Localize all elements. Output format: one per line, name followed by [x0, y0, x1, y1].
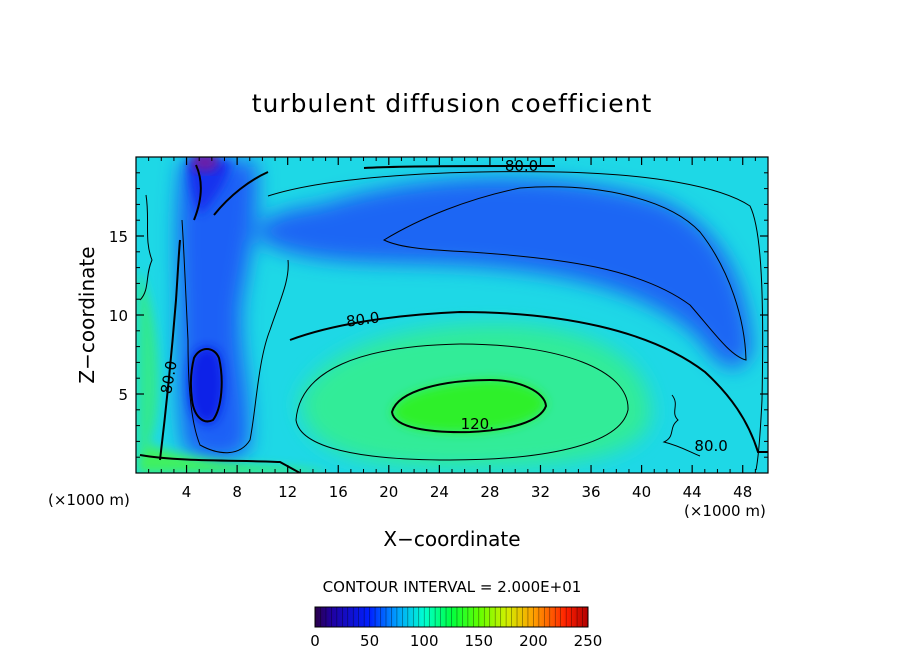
x-tick-label-32: 32 [531, 483, 550, 501]
colorbar-frame [314, 606, 589, 628]
contour-ragged-right [662, 394, 701, 457]
y-axis: 5 10 15 [109, 172, 768, 458]
contour-label-1: 80.0 [345, 308, 381, 330]
x-tick-label-16: 16 [329, 483, 348, 501]
contour-field [136, 157, 768, 473]
x-tick-label-20: 20 [379, 483, 398, 501]
colorbar-stripes [320, 607, 583, 627]
contour-label-2: 80.0 [157, 359, 181, 395]
colorbar-label-200: 200 [519, 632, 548, 650]
bright-green-core [392, 380, 546, 433]
contour-40-core-left [189, 348, 223, 423]
contour-label-3: 120. [461, 415, 494, 433]
contour-labels: 80.0 80.0 80.0 120. 80.0 [157, 157, 728, 455]
y-tick-label-15: 15 [109, 228, 128, 246]
contour-bottom [139, 454, 301, 473]
x-axis-label: X−coordinate [383, 527, 520, 551]
y-tick-label-10: 10 [109, 307, 128, 325]
contour-label-4: 80.0 [694, 437, 727, 455]
y-axis-label: Z−coordinate [75, 246, 99, 383]
contour-60-upper [382, 186, 747, 361]
contour-40-core-top [193, 164, 269, 221]
colorbar-label-50: 50 [360, 632, 379, 650]
x-tick-label-8: 8 [232, 483, 242, 501]
x-tick-label-40: 40 [632, 483, 651, 501]
upper-right-blue-region [258, 178, 752, 369]
contour-80-left [159, 239, 181, 461]
contour-100-ring [295, 343, 629, 461]
x-tick-label-36: 36 [581, 483, 600, 501]
contour-60-left [181, 219, 289, 454]
contour-interval-note: CONTOUR INTERVAL = 2.000E+01 [323, 578, 582, 596]
colorbar-label-0: 0 [310, 632, 320, 650]
purple-spot [191, 157, 219, 172]
green-boundary-strip [138, 440, 330, 473]
colorbar: 0 50 100 150 200 250 [310, 606, 602, 650]
x-tick-label-28: 28 [480, 483, 499, 501]
chart-title: turbulent diffusion coefficient [252, 89, 653, 118]
left-green-edge [138, 270, 159, 460]
colorbar-label-100: 100 [410, 632, 439, 650]
x-tick-label-24: 24 [430, 483, 449, 501]
contour-far-left [139, 194, 153, 301]
contour-120-core [390, 378, 548, 434]
y-tick-label-5: 5 [118, 386, 128, 404]
x-unit-left: (×1000 m) [48, 491, 130, 509]
contour-80-top [363, 165, 556, 169]
colorbar-label-150: 150 [464, 632, 493, 650]
contour-80-top-right [267, 171, 764, 471]
x-tick-label-4: 4 [182, 483, 192, 501]
deep-blue-core-left [188, 346, 224, 424]
x-axis: 4 8 12 16 20 24 28 32 36 40 44 48 [148, 157, 756, 501]
x-tick-label-12: 12 [278, 483, 297, 501]
x-tick-label-44: 44 [683, 483, 702, 501]
contour-label-0: 80.0 [505, 157, 538, 175]
colorbar-tick-labels: 0 50 100 150 200 250 [310, 632, 602, 650]
x-unit-right: (×1000 m) [684, 502, 766, 520]
x-tick-label-48: 48 [733, 483, 752, 501]
colorbar-label-250: 250 [574, 632, 603, 650]
contour-80-middle [289, 310, 768, 453]
